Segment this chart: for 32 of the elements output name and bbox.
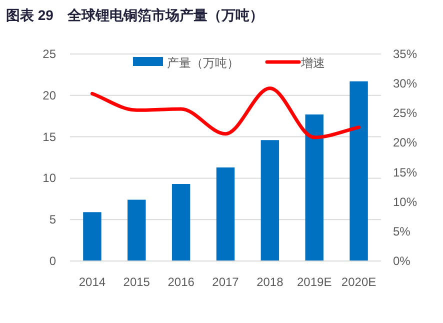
y2-tick-label: 0% (393, 254, 411, 268)
y-tick-label: 15 (42, 130, 56, 144)
y2-tick-label: 25% (393, 106, 418, 120)
x-tick-label: 2017 (212, 275, 240, 289)
y-tick-label: 20 (42, 88, 56, 102)
y2-tick-label: 15% (393, 165, 418, 180)
bar (350, 81, 368, 261)
y2-tick-label: 5% (393, 224, 411, 238)
y-tick-label: 10 (42, 171, 56, 186)
x-tick-label: 2019E (297, 275, 332, 289)
y2-tick-label: 10% (393, 194, 418, 209)
bar (128, 200, 146, 261)
bar (305, 114, 324, 261)
x-tick-label: 2015 (123, 275, 150, 289)
bar (172, 184, 190, 261)
y2-tick-label: 20% (393, 136, 418, 150)
bar (83, 212, 102, 261)
legend-label: 产量（万吨） (167, 56, 239, 70)
line-series (90, 86, 361, 140)
chart-title: 图表 29 全球锂电铜箔市场产量（万吨） (6, 7, 264, 23)
y2-tick-label: 35% (393, 47, 418, 61)
y-tick-label: 0 (49, 254, 56, 268)
bar (216, 167, 235, 261)
y-tick-label: 5 (49, 212, 56, 227)
y-tick-label: 25 (42, 47, 56, 61)
x-tick-label: 2020E (341, 275, 376, 289)
legend-label: 增速 (300, 56, 325, 70)
y2-tick-label: 30% (393, 76, 418, 91)
x-tick-label: 2014 (78, 275, 106, 289)
x-tick-label: 2018 (256, 275, 284, 289)
x-tick-label: 2016 (168, 275, 195, 289)
bar (260, 140, 280, 261)
